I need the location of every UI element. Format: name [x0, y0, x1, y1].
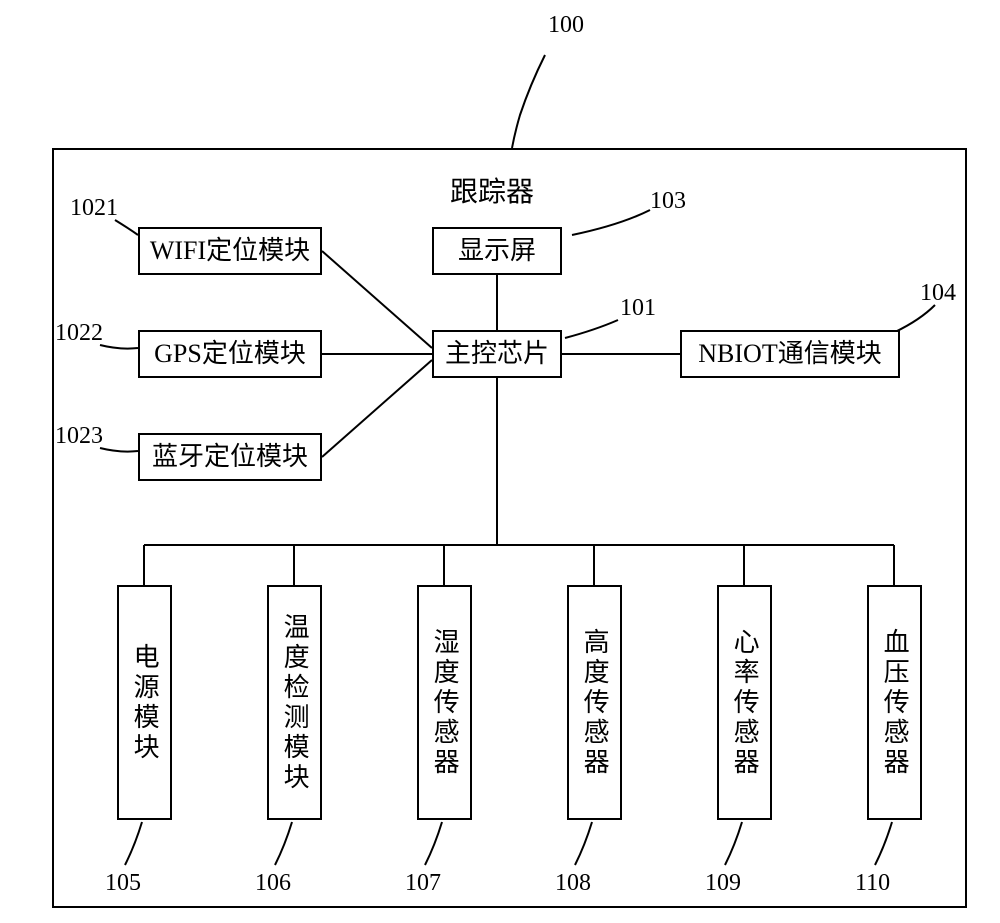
ref-101: 101	[620, 295, 656, 322]
node-temp: 温度检测模块	[267, 585, 322, 820]
node-bt: 蓝牙定位模块	[138, 433, 322, 481]
node-heart: 心率传感器	[717, 585, 772, 820]
ref-1023: 1023	[55, 423, 103, 450]
node-wifi: WIFI定位模块	[138, 227, 322, 275]
node-humid: 湿度传感器	[417, 585, 472, 820]
node-display: 显示屏	[432, 227, 562, 275]
ref-110: 110	[855, 870, 890, 897]
node-gps: GPS定位模块	[138, 330, 322, 378]
ref-103: 103	[650, 188, 686, 215]
ref-1022: 1022	[55, 320, 103, 347]
ref-106: 106	[255, 870, 291, 897]
node-power: 电源模块	[117, 585, 172, 820]
ref-109: 109	[705, 870, 741, 897]
node-main: 主控芯片	[432, 330, 562, 378]
ref-107: 107	[405, 870, 441, 897]
diagram-title: 跟踪器	[450, 170, 534, 210]
node-bp: 血压传感器	[867, 585, 922, 820]
ref-100: 100	[548, 12, 584, 39]
ref-105: 105	[105, 870, 141, 897]
ref-104: 104	[920, 280, 956, 307]
node-height: 高度传感器	[567, 585, 622, 820]
ref-1021: 1021	[70, 195, 118, 222]
ref-108: 108	[555, 870, 591, 897]
node-nbiot: NBIOT通信模块	[680, 330, 900, 378]
